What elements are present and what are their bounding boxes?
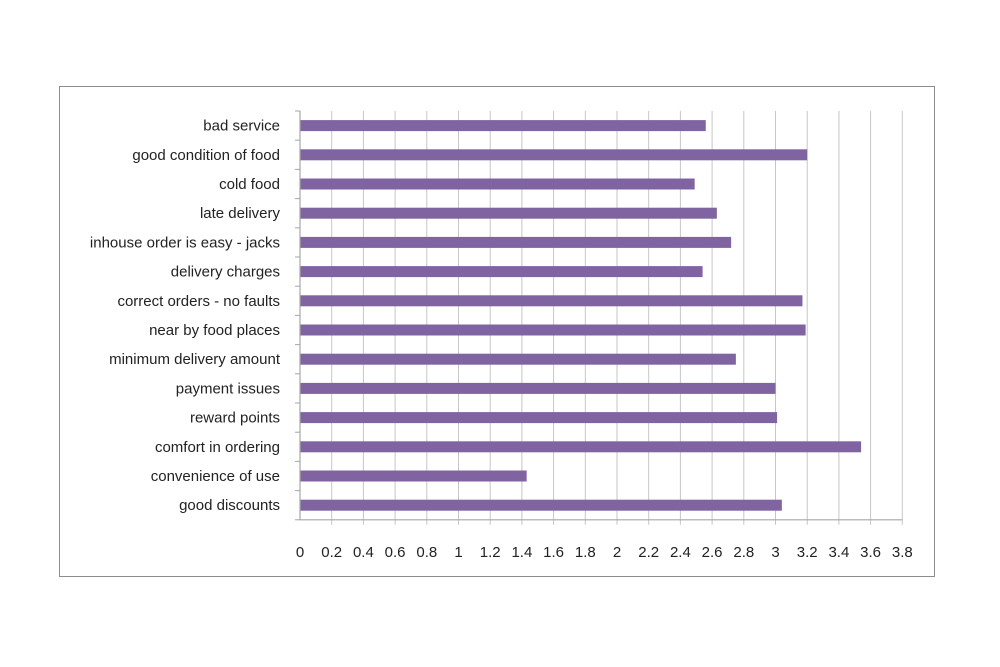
x-tick-label: 0.4 [353,544,374,561]
bar [300,266,703,278]
gridlines [331,111,903,525]
x-tick-label: 1.8 [575,544,596,561]
x-tick-label: 2.6 [702,544,723,561]
category-label: good discounts [179,497,280,514]
x-tick-label: 0 [296,544,304,561]
x-tick-label: 1.2 [480,544,501,561]
x-tick-label: 3.4 [828,544,849,561]
bar [300,324,806,336]
x-tick-label: 2 [613,544,621,561]
category-label: cold food [219,176,280,193]
category-label: correct orders - no faults [117,293,280,310]
bars [300,120,862,511]
x-tick-label: 0.2 [321,544,342,561]
x-tick-label: 1.6 [543,544,564,561]
category-label: good condition of food [132,147,280,164]
bar [300,412,778,424]
bar [300,178,695,190]
x-tick-label: 3 [771,544,779,561]
x-tick-label: 0.8 [416,544,437,561]
category-labels: bad service good condition of food cold fo… [90,118,281,515]
x-tick-labels: 0 0.2 0.4 0.6 0.8 1 1.2 1.4 1.6 1.8 2 2.2 2.4 2.6 2.8 3… [296,544,913,561]
bar [300,499,782,511]
category-label: delivery charges [171,264,280,281]
bar [300,120,706,132]
category-label: near by food places [149,322,280,339]
bar [300,441,862,453]
x-tick-label: 1 [454,544,462,561]
bar [300,470,527,482]
category-label: comfort in ordering [155,439,280,456]
bar [300,353,736,365]
category-label: minimum delivery amount [109,351,281,368]
bar [300,236,732,248]
bar [300,149,808,161]
axes [295,110,903,521]
x-tick-label: 2.8 [733,544,754,561]
x-tick-label: 0.6 [385,544,406,561]
bar [300,295,803,307]
x-tick-label: 3.2 [797,544,818,561]
x-tick-label: 3.8 [892,544,913,561]
x-tick-label: 2.4 [670,544,691,561]
bar [300,382,776,394]
category-label: payment issues [176,380,280,397]
x-tick-label: 1.4 [511,544,532,561]
x-tick-label: 2.2 [638,544,659,561]
bar [300,207,717,219]
category-label: bad service [203,118,280,135]
x-tick-label: 3.6 [860,544,881,561]
category-label: inhouse order is easy - jacks [90,234,280,251]
category-label: reward points [190,410,280,427]
category-label: convenience of use [151,468,280,485]
category-label: late delivery [200,205,281,222]
